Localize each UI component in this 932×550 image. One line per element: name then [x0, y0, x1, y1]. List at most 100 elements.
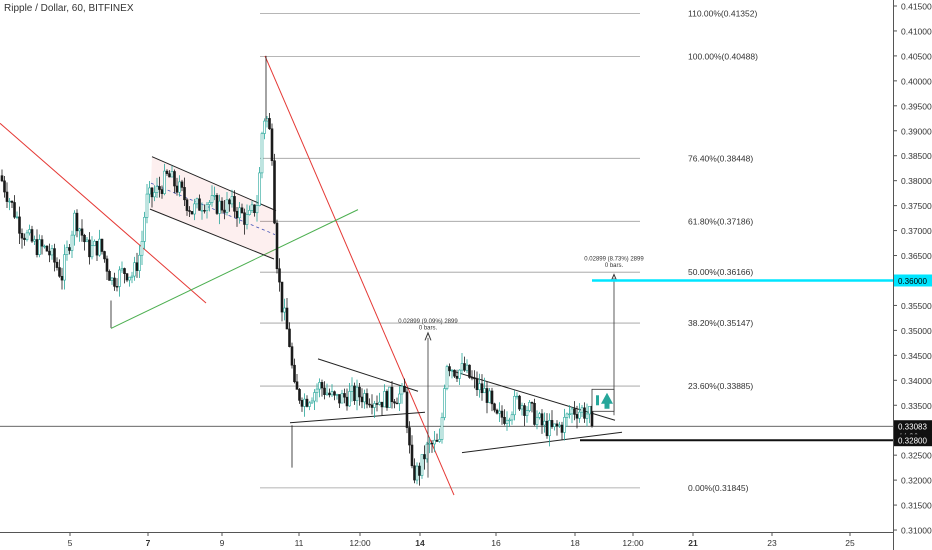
- candle-body: [70, 234, 74, 251]
- candle-body: [455, 375, 459, 379]
- candle-body: [123, 268, 126, 274]
- candle-body: [568, 413, 571, 415]
- candle-body: [395, 402, 399, 405]
- candle-body: [370, 404, 374, 408]
- candle-body: [8, 200, 11, 203]
- candle-body: [473, 377, 476, 380]
- candle-body: [483, 388, 486, 394]
- candle-body: [368, 403, 371, 406]
- candle-body: [95, 240, 99, 256]
- candle-body: [565, 413, 569, 418]
- triangle-upper-line: [317, 358, 419, 392]
- candle-body: [363, 393, 366, 403]
- candle-body: [295, 381, 299, 390]
- candle-body: [523, 405, 526, 416]
- candle-body: [75, 212, 79, 232]
- candle-body: [35, 239, 39, 256]
- fib-level-label: 100.00%(0.40488): [688, 51, 758, 61]
- candle-body: [485, 388, 489, 403]
- candle-body: [385, 391, 389, 408]
- candle-body: [0, 175, 4, 182]
- candle-body: [583, 407, 586, 419]
- long-signal-bar: [596, 395, 599, 406]
- candle-body: [525, 410, 529, 416]
- candle-body: [423, 454, 426, 460]
- candle-body: [180, 181, 184, 188]
- candle-body: [463, 363, 466, 371]
- candle-body: [130, 275, 134, 278]
- y-tick-label: 0.35000: [901, 326, 932, 336]
- candle-body: [18, 216, 21, 234]
- y-tick-label: 0.37500: [901, 201, 932, 211]
- candle-body: [545, 420, 549, 437]
- candle-body: [55, 261, 59, 268]
- candle-body: [235, 210, 239, 219]
- candle-body: [325, 392, 329, 395]
- candle-body: [25, 232, 29, 240]
- candle-body: [393, 401, 396, 404]
- candle-body: [465, 364, 469, 371]
- candle-body: [110, 277, 114, 281]
- candle-body: [533, 403, 536, 425]
- measure-label: 0.02899 (9.09%) 2899: [398, 319, 458, 325]
- candle-body: [78, 228, 81, 232]
- candle-body: [588, 406, 591, 415]
- candle-body: [215, 195, 219, 214]
- candle-body: [275, 222, 279, 270]
- candle-body: [50, 248, 54, 256]
- candle-body: [98, 238, 101, 256]
- y-tick-label: 0.40500: [901, 51, 932, 61]
- candle-body: [405, 391, 409, 428]
- candle-body: [298, 389, 301, 401]
- candle-body: [508, 419, 511, 422]
- candle-body: [48, 250, 51, 256]
- candle-body: [88, 239, 91, 258]
- candle-body: [348, 391, 351, 407]
- x-tick-label: 7: [146, 538, 151, 548]
- candle-body: [248, 210, 251, 215]
- candle-body: [505, 419, 509, 424]
- candle-body: [553, 423, 556, 427]
- candle-body: [190, 211, 194, 215]
- candle-body: [578, 411, 581, 419]
- x-tick-label: 16: [491, 538, 501, 548]
- x-tick-label: 14: [415, 538, 425, 548]
- candle-body: [340, 393, 344, 404]
- candle-body: [38, 239, 41, 256]
- candle-body: [328, 392, 331, 396]
- candle-body: [268, 118, 271, 130]
- candle-body: [458, 369, 461, 379]
- y-tick-label: 0.38500: [901, 151, 932, 161]
- y-tick-label: 0.33500: [901, 401, 932, 411]
- candle-body: [3, 180, 6, 193]
- channel-mid-line: [150, 182, 276, 235]
- candle-body: [503, 417, 506, 424]
- channel-upper-line: [151, 156, 277, 212]
- y-tick-label: 0.39500: [901, 101, 932, 111]
- candle-body: [125, 273, 129, 281]
- candle-body: [183, 187, 186, 201]
- y-tick-label: 0.31500: [901, 501, 932, 511]
- candle-body: [15, 216, 19, 218]
- candle-body: [178, 181, 181, 193]
- y-tick-label: 0.40000: [901, 76, 932, 86]
- candle-body: [113, 277, 116, 287]
- candle-body: [560, 424, 564, 433]
- candle-body: [400, 386, 404, 395]
- candle-body: [195, 198, 199, 205]
- triangle-lower-line: [289, 411, 426, 424]
- candle-body: [355, 386, 359, 401]
- candle-body: [260, 133, 264, 174]
- candle-body: [198, 198, 201, 211]
- candle-body: [360, 396, 364, 403]
- candle-body: [133, 262, 136, 277]
- candle-body: [448, 366, 451, 372]
- candle-body: [85, 239, 89, 243]
- candle-body: [118, 269, 121, 287]
- candle-body: [208, 202, 211, 205]
- candle-body: [453, 369, 456, 377]
- candle-body: [105, 258, 109, 272]
- candle-body: [513, 395, 516, 416]
- candle-body: [570, 408, 574, 415]
